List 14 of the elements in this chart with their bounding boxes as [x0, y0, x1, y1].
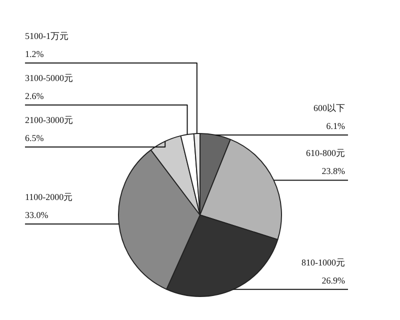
data-label: 6.1% — [326, 120, 346, 131]
data-label: 26.9% — [322, 275, 346, 286]
slice-label: 600以下 — [314, 102, 345, 113]
data-label: 33.0% — [25, 210, 49, 220]
slice-label: 1100-2000元 — [25, 192, 73, 202]
data-label: 2.6% — [25, 91, 44, 101]
slice-label: 5100-1万元 — [25, 31, 68, 41]
slice-label: 610-800元 — [306, 148, 345, 158]
data-label: 1.2% — [25, 49, 44, 59]
slice-label: 3100-5000元 — [25, 73, 73, 83]
data-label: 23.8% — [322, 166, 346, 176]
slice-label: 810-1000元 — [302, 257, 345, 268]
data-label: 6.5% — [25, 133, 44, 143]
slice-label: 2100-3000元 — [25, 115, 73, 125]
